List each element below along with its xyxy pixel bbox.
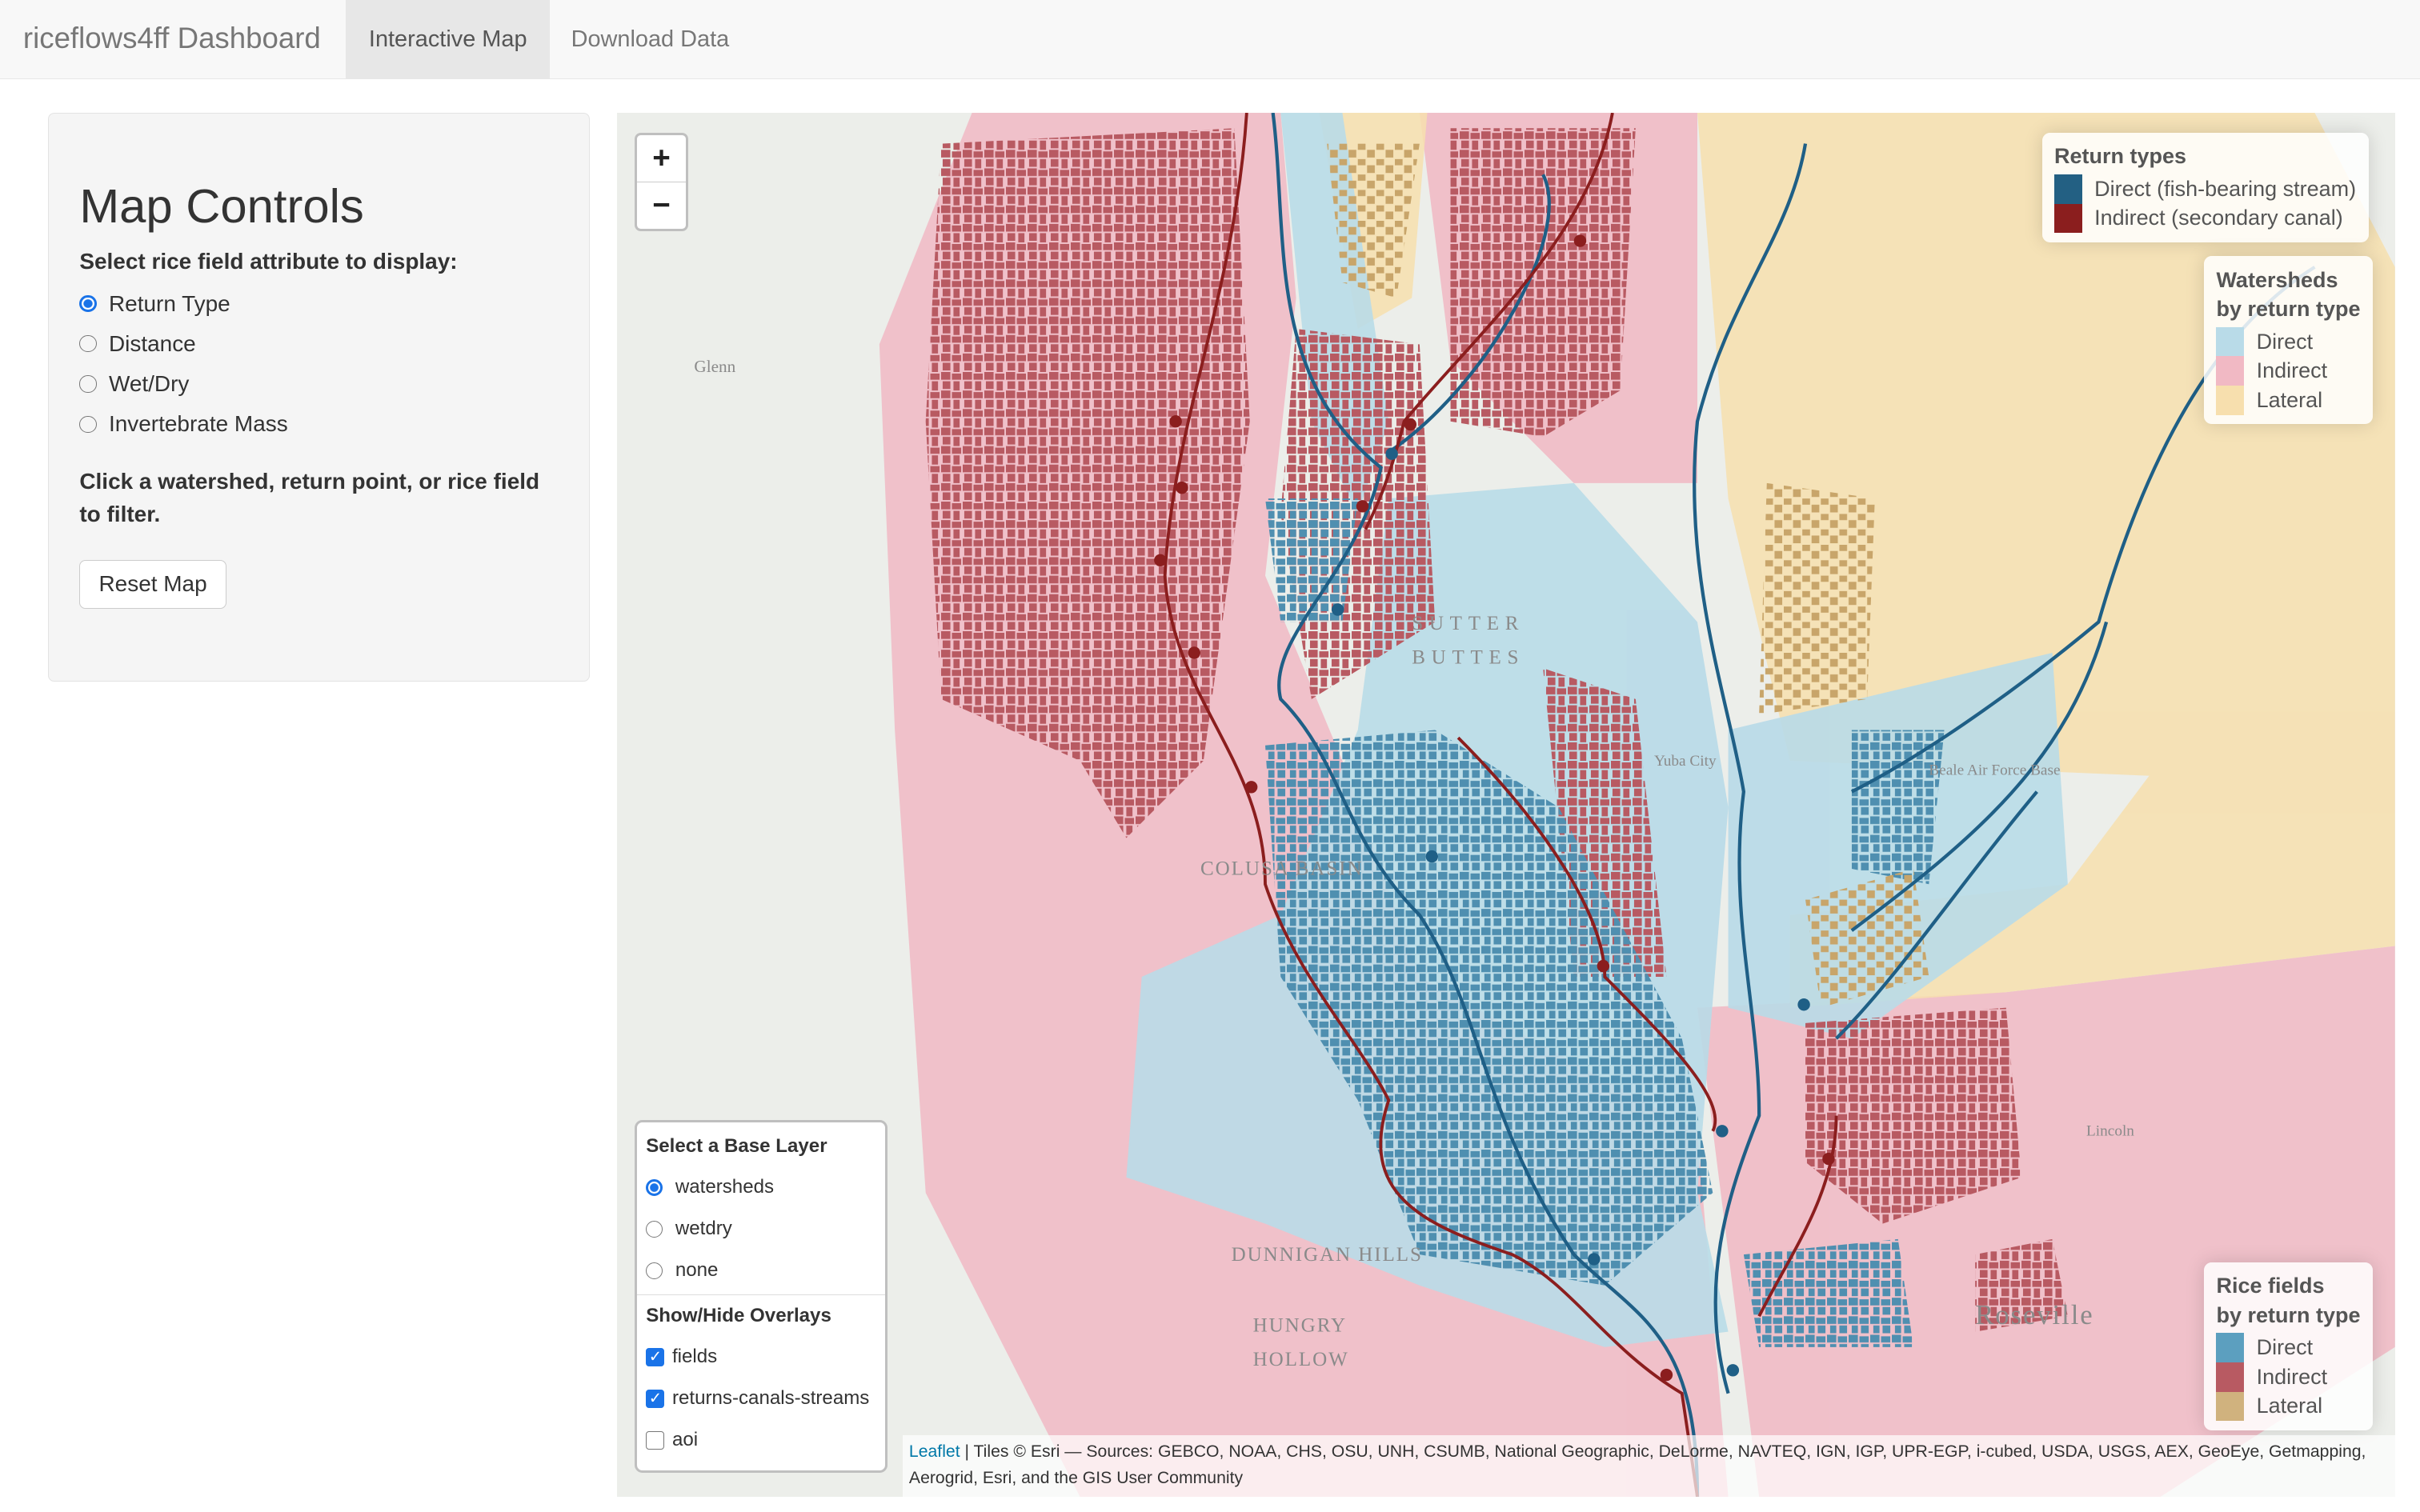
leaflet-link[interactable]: Leaflet — [908, 1442, 960, 1462]
place-label: HUNGRY — [1253, 1314, 1347, 1336]
radio-distance[interactable]: Distance — [79, 324, 558, 364]
attribution-text: | Tiles © Esri — Sources: GEBCO, NOAA, C… — [908, 1442, 2366, 1488]
legend-label: Indirect — [2256, 358, 2328, 383]
checkbox-checked-icon[interactable]: ✓ — [646, 1347, 665, 1366]
legend-title: Return types — [2053, 144, 2186, 169]
radio-icon[interactable] — [79, 415, 97, 433]
radio-label: Return Type — [108, 290, 230, 316]
radio-icon[interactable] — [646, 1178, 663, 1196]
radio-wet-dry[interactable]: Wet/Dry — [79, 364, 558, 404]
radio-icon[interactable] — [79, 375, 97, 393]
radio-label: Wet/Dry — [108, 370, 190, 396]
zoom-out-button[interactable]: − — [652, 187, 671, 222]
place-label: SUTTER — [1412, 613, 1525, 634]
layer-label: returns-canals-streams — [671, 1387, 870, 1410]
place-label: Lincoln — [2086, 1122, 2134, 1139]
layers-control: Select a Base Layer watersheds wetdry no… — [634, 1120, 887, 1474]
legend-swatch — [2216, 1362, 2245, 1392]
zoom-in-button[interactable]: + — [636, 135, 687, 182]
layer-label: fields — [671, 1346, 718, 1368]
radio-icon[interactable] — [79, 335, 97, 353]
overlay-returns-canals-streams[interactable]: ✓ returns-canals-streams — [646, 1378, 875, 1419]
legend-label: Lateral — [2256, 1394, 2323, 1418]
legend-label: Indirect — [2256, 1364, 2328, 1389]
base-layer-title: Select a Base Layer — [646, 1134, 827, 1157]
tab-interactive-map[interactable]: Interactive Map — [346, 0, 551, 79]
radio-label: Invertebrate Mass — [108, 411, 288, 437]
radio-icon[interactable] — [79, 295, 97, 313]
legend-label: Lateral — [2256, 387, 2323, 412]
place-label: Glenn — [695, 357, 736, 376]
legend-swatch — [2216, 1333, 2245, 1362]
legend-swatch — [2053, 174, 2082, 204]
divider — [636, 1294, 885, 1295]
radio-return-type[interactable]: Return Type — [79, 284, 558, 324]
place-label: Beale Air Force Base — [1929, 762, 2061, 778]
legend-label: Direct — [2256, 329, 2314, 354]
radio-icon[interactable] — [646, 1220, 663, 1238]
legend-title: Watersheds by return type — [2216, 267, 2361, 322]
layer-label: watersheds — [675, 1176, 775, 1198]
radio-icon[interactable] — [646, 1262, 663, 1279]
place-label: DUNNIGAN HILLS — [1232, 1244, 1423, 1266]
layer-label: wetdry — [675, 1218, 732, 1240]
return-points[interactable] — [1154, 234, 1836, 1382]
checkbox-checked-icon[interactable]: ✓ — [646, 1389, 665, 1408]
rice-fields-legend: Rice fields by return type Direct Indirec… — [2204, 1262, 2373, 1430]
place-label: COLUSA BASIN — [1200, 858, 1364, 880]
legend-title: Rice fields by return type — [2216, 1274, 2361, 1327]
overlay-fields[interactable]: ✓ fields — [646, 1336, 875, 1378]
layer-label: aoi — [671, 1429, 699, 1451]
place-label: HOLLOW — [1253, 1349, 1349, 1370]
legend-label: Direct — [2256, 1335, 2314, 1360]
legend-label: Indirect (secondary canal) — [2094, 206, 2343, 230]
return-types-legend: Return types Direct (fish-bearing stream… — [2041, 132, 2369, 242]
overlay-aoi[interactable]: aoi — [646, 1419, 875, 1461]
checkbox-icon[interactable] — [646, 1430, 665, 1450]
map-controls-panel: Map Controls Select rice field attribute… — [47, 112, 590, 682]
legend-swatch — [2216, 326, 2245, 357]
navbar: riceflows4ff Dashboard Interactive Map D… — [0, 0, 2420, 80]
brand[interactable]: riceflows4ff Dashboard — [22, 22, 321, 54]
filter-hint: Click a watershed, return point, or rice… — [79, 469, 540, 526]
base-layer-watersheds[interactable]: watersheds — [646, 1166, 875, 1208]
reset-map-button[interactable]: Reset Map — [79, 559, 226, 609]
place-label: Roseville — [1976, 1299, 2094, 1330]
place-label: BUTTES — [1412, 646, 1525, 668]
legend-swatch — [2216, 1391, 2245, 1422]
rice-fields[interactable] — [926, 128, 2069, 1347]
place-labels: SUTTER BUTTES COLUSA BASIN DUNNIGAN HILL… — [695, 357, 2135, 1370]
base-layer-none[interactable]: none — [646, 1250, 875, 1291]
layer-label: none — [675, 1259, 719, 1282]
tab-download-data[interactable]: Download Data — [571, 26, 730, 52]
legend-swatch — [2216, 356, 2245, 386]
radio-invertebrate-mass[interactable]: Invertebrate Mass — [79, 404, 558, 444]
map[interactable]: SUTTER BUTTES COLUSA BASIN DUNNIGAN HILL… — [617, 112, 2396, 1497]
zoom-control: + − — [634, 132, 689, 231]
overlay-title: Show/Hide Overlays — [646, 1304, 831, 1326]
legend-swatch — [2053, 203, 2082, 234]
panel-title: Map Controls — [79, 178, 364, 233]
legend-swatch — [2216, 386, 2245, 415]
place-label: Yuba City — [1654, 753, 1717, 770]
base-layer-wetdry[interactable]: wetdry — [646, 1208, 875, 1250]
attribute-label: Select rice field attribute to display: — [79, 249, 458, 274]
radio-label: Distance — [108, 330, 196, 356]
watersheds-legend: Watersheds by return type Direct Indirect… — [2204, 256, 2373, 425]
legend-label: Direct (fish-bearing stream) — [2094, 176, 2357, 201]
map-attribution: Leaflet | Tiles © Esri — Sources: GEBCO,… — [903, 1434, 2396, 1497]
